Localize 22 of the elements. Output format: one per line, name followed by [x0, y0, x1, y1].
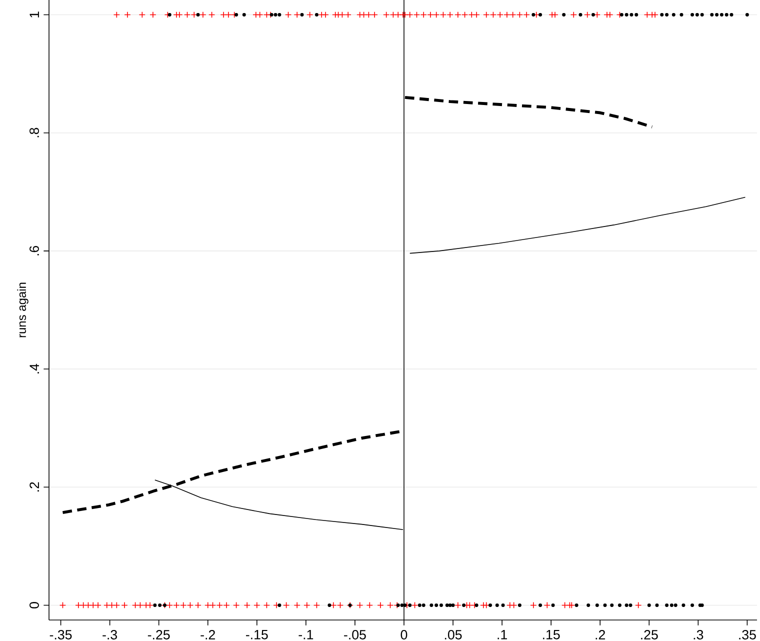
x-tick-label: .05: [444, 630, 462, 640]
x-tick-label: .25: [641, 630, 658, 640]
x-tick-label: -.25: [148, 630, 170, 640]
x-tick-label: .1: [498, 630, 507, 640]
x-tick-label: -.2: [200, 630, 215, 640]
y-tick-label: .4: [30, 364, 39, 374]
y-tick-label: .2: [30, 482, 39, 492]
y-tick-label: 1: [30, 12, 39, 18]
x-tick-label: .35: [739, 630, 756, 640]
x-tick-label: .2: [596, 630, 606, 640]
x-tick-label: .15: [543, 630, 560, 640]
y-axis-title: runs again: [17, 282, 28, 338]
x-tick-label: 0: [400, 630, 408, 640]
x-tick-label: -.05: [344, 630, 366, 640]
x-tick-label: .3: [694, 630, 704, 640]
x-tick-label: -.1: [298, 630, 314, 640]
y-tick-label: .6: [30, 246, 39, 256]
x-tick-label: -.15: [246, 630, 268, 640]
y-tick-label: 0: [30, 602, 39, 608]
x-tick-label: -.35: [50, 630, 72, 640]
x-tick-label: -.3: [102, 630, 118, 640]
y-tick-label: .8: [30, 128, 39, 138]
